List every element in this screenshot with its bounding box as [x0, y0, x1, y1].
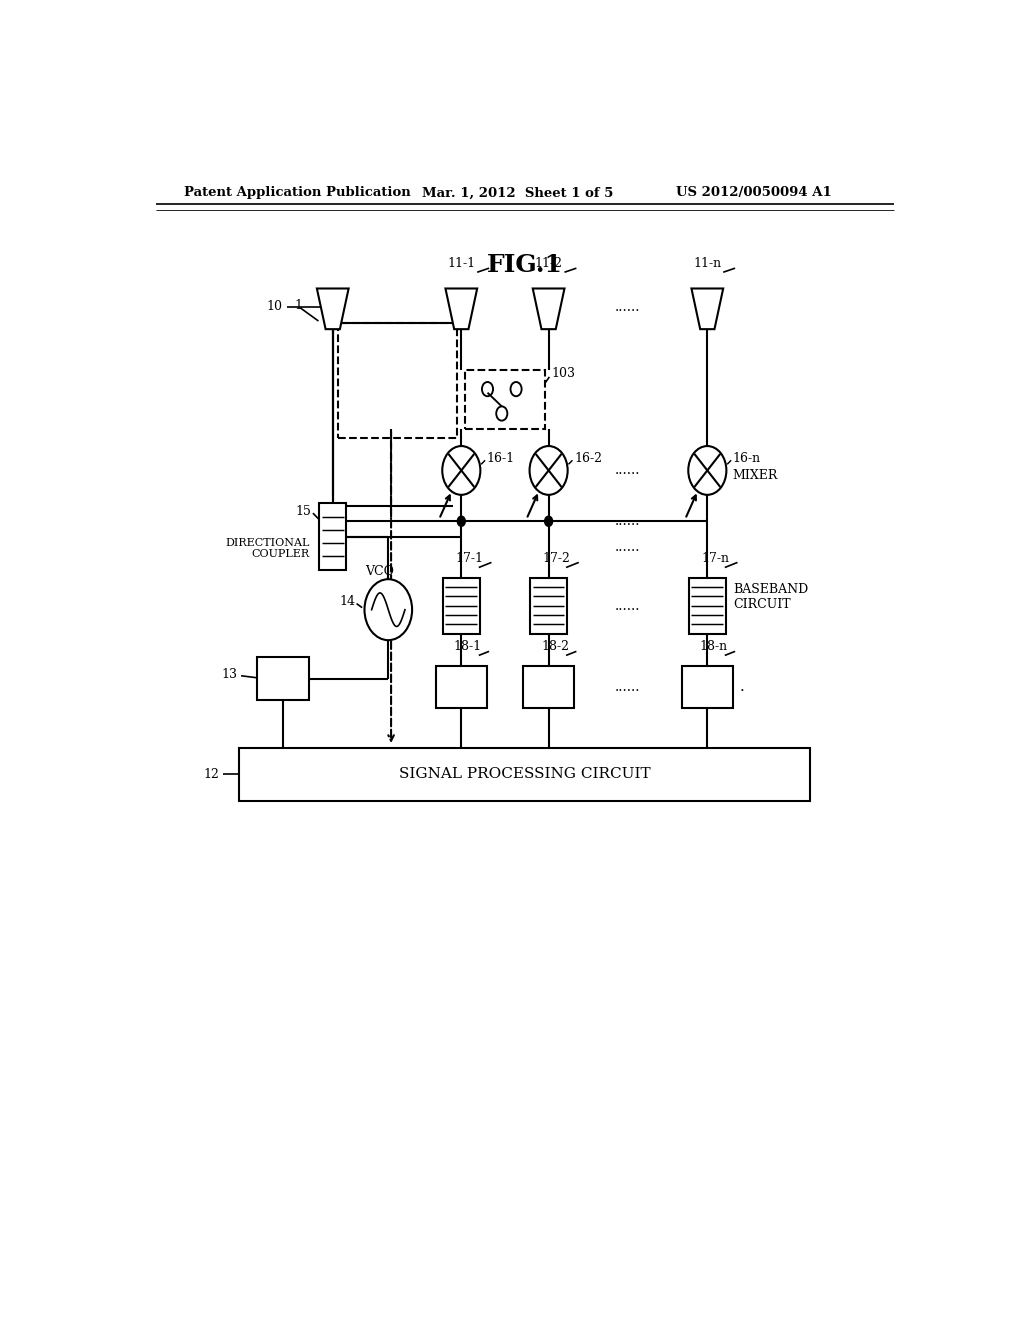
Bar	[530, 578, 567, 634]
Text: 10: 10	[266, 300, 283, 313]
Bar	[240, 748, 811, 801]
Text: A/D: A/D	[447, 680, 475, 693]
Bar	[319, 503, 346, 569]
Text: 11-1: 11-1	[447, 257, 475, 271]
Text: ......: ......	[615, 515, 641, 528]
Circle shape	[482, 381, 494, 396]
Text: 18-n: 18-n	[699, 640, 728, 653]
Circle shape	[529, 446, 567, 495]
Text: A/D: A/D	[694, 680, 721, 693]
Text: MIXER: MIXER	[733, 469, 778, 482]
Text: Mar. 1, 2012  Sheet 1 of 5: Mar. 1, 2012 Sheet 1 of 5	[422, 186, 613, 199]
Circle shape	[511, 381, 521, 396]
Bar	[435, 665, 487, 709]
Text: ......: ......	[615, 300, 641, 314]
Text: DIRECTIONAL
COUPLER: DIRECTIONAL COUPLER	[225, 537, 309, 560]
Text: ......: ......	[615, 463, 641, 478]
Text: 1: 1	[295, 300, 303, 313]
Text: 16-n: 16-n	[733, 451, 761, 465]
Text: 15: 15	[296, 504, 311, 517]
Text: US 2012/0050094 A1: US 2012/0050094 A1	[676, 186, 831, 199]
Text: 17-n: 17-n	[701, 553, 729, 565]
Circle shape	[688, 446, 726, 495]
Polygon shape	[532, 289, 564, 329]
Text: 17-1: 17-1	[456, 553, 483, 565]
Circle shape	[442, 446, 480, 495]
Polygon shape	[316, 289, 348, 329]
Text: 103: 103	[551, 367, 575, 380]
Polygon shape	[691, 289, 723, 329]
Text: BASEBAND
CIRCUIT: BASEBAND CIRCUIT	[733, 583, 809, 611]
Bar	[465, 370, 545, 429]
Text: 16-2: 16-2	[574, 451, 602, 465]
Bar	[257, 657, 308, 700]
Text: 12: 12	[204, 768, 219, 781]
Text: 17-2: 17-2	[543, 553, 570, 565]
Text: 11-n: 11-n	[693, 257, 721, 271]
Text: VCO: VCO	[366, 565, 394, 578]
Bar	[682, 665, 733, 709]
Text: SIGNAL PROCESSING CIRCUIT: SIGNAL PROCESSING CIRCUIT	[399, 767, 650, 781]
Text: ......: ......	[615, 598, 641, 612]
Text: ......: ......	[615, 540, 641, 553]
Bar	[443, 578, 479, 634]
Text: 14: 14	[339, 595, 355, 609]
Text: 18-2: 18-2	[541, 640, 569, 653]
Circle shape	[497, 407, 507, 421]
Polygon shape	[445, 289, 477, 329]
Text: D/A: D/A	[269, 672, 296, 685]
Text: ......: ......	[615, 680, 641, 694]
Bar	[523, 665, 574, 709]
Text: .: .	[739, 680, 744, 694]
Text: 16-1: 16-1	[486, 451, 515, 465]
Text: 13: 13	[221, 668, 238, 681]
Circle shape	[365, 579, 412, 640]
Circle shape	[545, 516, 553, 527]
Text: 18-1: 18-1	[454, 640, 481, 653]
Circle shape	[458, 516, 465, 527]
Bar	[338, 323, 457, 438]
Text: 11-2: 11-2	[535, 257, 562, 271]
Bar	[689, 578, 726, 634]
Text: A/D: A/D	[536, 680, 562, 693]
Text: Patent Application Publication: Patent Application Publication	[183, 186, 411, 199]
Text: FIG.1: FIG.1	[486, 253, 563, 277]
